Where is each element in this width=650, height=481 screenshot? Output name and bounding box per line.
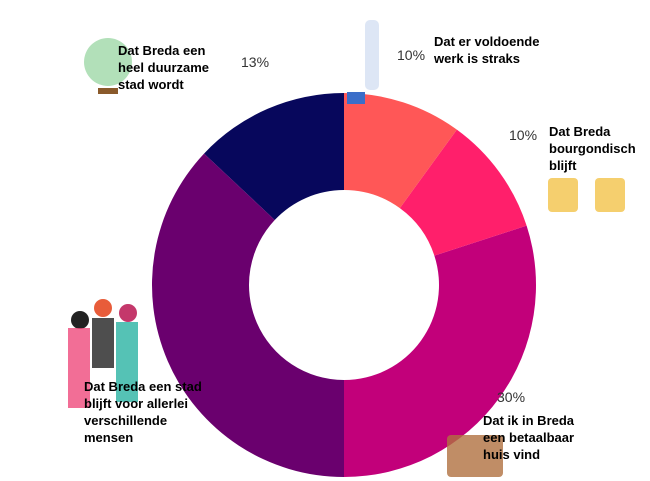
slice (399, 129, 527, 256)
category-label: Dat ik in Breda een betaalbaar huis vind (483, 413, 575, 462)
slice (204, 93, 344, 220)
category-label: Dat er voldoende werk is straks (434, 34, 540, 66)
value-label: 13% (241, 54, 270, 70)
value-label: 10% (509, 127, 538, 143)
value-label: 30% (497, 389, 526, 405)
slice (344, 225, 536, 477)
decor (68, 20, 625, 477)
value-label: 10% (397, 47, 426, 63)
category-label: Dat Breda een heel duurzame stad wordt (118, 43, 210, 92)
slice (152, 153, 344, 477)
category-label: Dat Breda een stad blijft voor allerlei … (84, 379, 202, 445)
category-label: Dat Breda bourgondisch blijft (549, 124, 636, 173)
slice (344, 93, 457, 209)
